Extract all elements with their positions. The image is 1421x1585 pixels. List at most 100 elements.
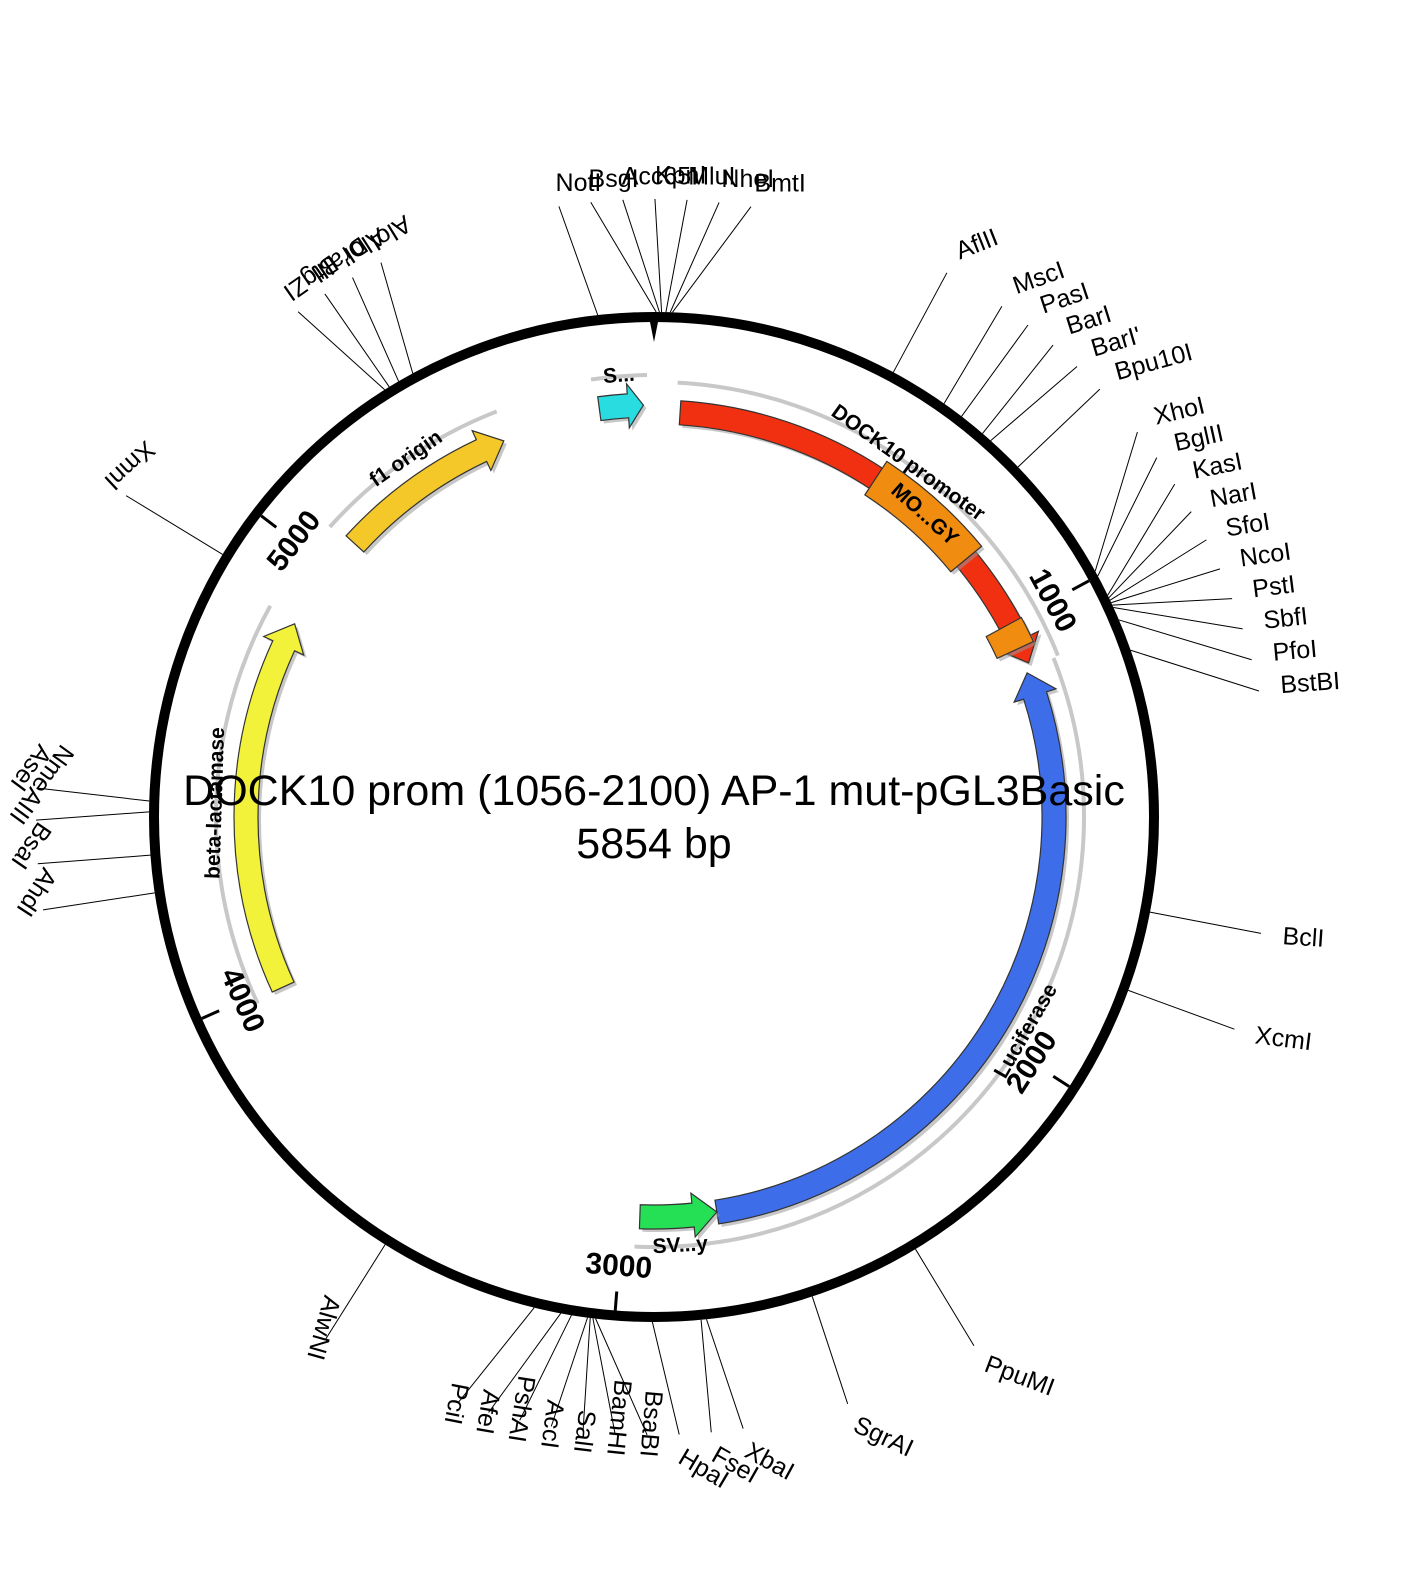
feature-bracket-luciferase <box>717 657 1086 1245</box>
site-line-afei <box>488 1313 562 1413</box>
site-line-nari <box>1108 511 1192 599</box>
tick-mark-5000 <box>260 514 278 529</box>
tick-mark-2000 <box>1052 1074 1070 1088</box>
site-line-pfoi <box>1118 619 1252 661</box>
feature-dock10-promoter[interactable] <box>678 400 1040 664</box>
site-line-bsabi <box>595 1318 648 1436</box>
site-label-bsgi: BsgI <box>589 165 639 193</box>
feature-label-sv-y: SV...y <box>652 1232 709 1258</box>
tick-mark-4000 <box>201 1009 220 1020</box>
site-line-xmni <box>125 495 223 555</box>
feature-shadow-dock10-promoter <box>682 403 1042 666</box>
site-label-afei: AfeI <box>470 1388 505 1437</box>
site-line-pcii <box>457 1307 535 1404</box>
feature-s[interactable] <box>597 381 645 430</box>
feature-mo-gy[interactable] <box>864 460 983 573</box>
feature-bracket-dock10-promoter <box>677 380 1060 657</box>
site-label-noti: NotI <box>556 169 602 197</box>
site-line-bsgi <box>590 201 657 313</box>
restriction-sites-layer: AflIIMscIPasIBarIBarI'Bpu10IXhoIBglIIKas… <box>4 162 1341 1495</box>
origin-marker <box>649 317 659 342</box>
site-label-kasi: KasI <box>1190 447 1245 484</box>
site-label-xmni: XmnI <box>99 435 161 495</box>
backbone-circle <box>149 312 1159 1322</box>
feature-unnamed[interactable] <box>985 616 1035 660</box>
site-line-hpai <box>651 1321 680 1435</box>
site-line-sfoi <box>1109 539 1207 601</box>
site-line-bglii <box>1097 457 1158 577</box>
site-line-bstbi <box>1130 649 1260 692</box>
site-line-nmeaiii <box>35 811 150 821</box>
feature-luciferase[interactable] <box>714 672 1067 1225</box>
site-label-pfoi: PfoI <box>1272 635 1319 667</box>
site-line-xcmi <box>1128 989 1235 1030</box>
site-line-aflii <box>892 272 948 373</box>
feature-sv-y[interactable] <box>638 1191 718 1239</box>
site-line-pshai <box>519 1314 572 1421</box>
tick-label-3000: 3000 <box>584 1247 653 1285</box>
site-label-sgrai: SgrAI <box>849 1411 918 1463</box>
site-line-psti <box>1112 598 1233 606</box>
site-label-alwni: AlwNI <box>301 1293 346 1363</box>
site-line-bari <box>990 366 1078 442</box>
site-line-sali <box>582 1317 591 1431</box>
site-label-sbfi: SbfI <box>1262 602 1309 635</box>
feature-bracket-s <box>590 373 648 382</box>
tick-label-5000: 5000 <box>261 504 328 577</box>
tick-label-4000: 4000 <box>214 963 271 1037</box>
site-label-ncoi: NcoI <box>1238 537 1293 572</box>
tick-mark-1000 <box>1071 579 1090 592</box>
site-line-aloi <box>380 262 414 374</box>
site-label-acci: AccI <box>535 1398 569 1450</box>
site-label-xcmi: XcmI <box>1254 1021 1314 1056</box>
site-label-pshai: PshAI <box>503 1374 541 1444</box>
site-label-ahdi: AhdI <box>11 863 62 921</box>
site-label-mlui: MluI <box>688 163 735 191</box>
site-label-acc65i: Acc65I <box>622 162 698 190</box>
feature-bracket-beta-lactamase <box>214 604 273 1005</box>
site-line-msci <box>943 305 1003 404</box>
site-label-kpni: KpnI <box>655 162 706 190</box>
site-label-bstbi: BstBI <box>1279 667 1341 699</box>
site-line-noti <box>558 206 599 316</box>
site-label-bcli: BclI <box>1282 922 1325 953</box>
feature-beta-lactamase[interactable] <box>233 623 305 993</box>
feature-label-beta-lactamase: beta-lactamase <box>201 727 229 879</box>
site-label-aflii: AflII <box>952 223 1002 265</box>
plasmid-title: DOCK10 prom (1056-2100) AP-1 mut-pGL3Bas… <box>183 767 1125 815</box>
site-line-acci <box>550 1317 588 1427</box>
site-line-pasi <box>961 324 1029 417</box>
feature-bracket-f1-origin <box>328 409 498 529</box>
feature-bracket-sv-y <box>634 1238 727 1249</box>
site-line-bmti <box>672 206 752 313</box>
site-line-bpu10i <box>1017 388 1101 468</box>
site-label-sali: SalI <box>568 1409 601 1455</box>
site-line-bari <box>982 344 1054 434</box>
site-line-bamhi <box>592 1318 616 1434</box>
site-line-acc65i <box>622 199 660 313</box>
site-label-nari: NarI <box>1208 477 1260 513</box>
feature-label-s: S... <box>602 363 635 388</box>
site-line-aloi <box>352 277 400 382</box>
site-line-xhoi <box>1094 431 1138 572</box>
site-line-ahdi <box>42 892 155 911</box>
site-line-kpni <box>654 198 663 313</box>
site-line-ppumi <box>915 1248 975 1346</box>
site-label-bsabi: BsaBI <box>634 1389 667 1458</box>
site-line-ncoi <box>1111 568 1221 604</box>
site-label-pcii: PciI <box>439 1381 474 1427</box>
site-label-ppumi: PpuMI <box>981 1350 1058 1402</box>
site-line-asei <box>36 787 150 802</box>
site-line-draiii <box>324 293 390 388</box>
site-line-kasi <box>1107 483 1176 596</box>
site-label-bsai: BsaI <box>5 817 56 874</box>
tick-mark-3000 <box>613 1291 619 1311</box>
site-line-bsai <box>37 854 151 865</box>
site-label-nhei: NheI <box>721 165 774 193</box>
site-label-bmti: BmtI <box>754 170 805 198</box>
site-line-mlui <box>665 199 688 313</box>
feature-f1-origin[interactable] <box>345 429 505 553</box>
plasmid-size: 5854 bp <box>576 820 731 868</box>
